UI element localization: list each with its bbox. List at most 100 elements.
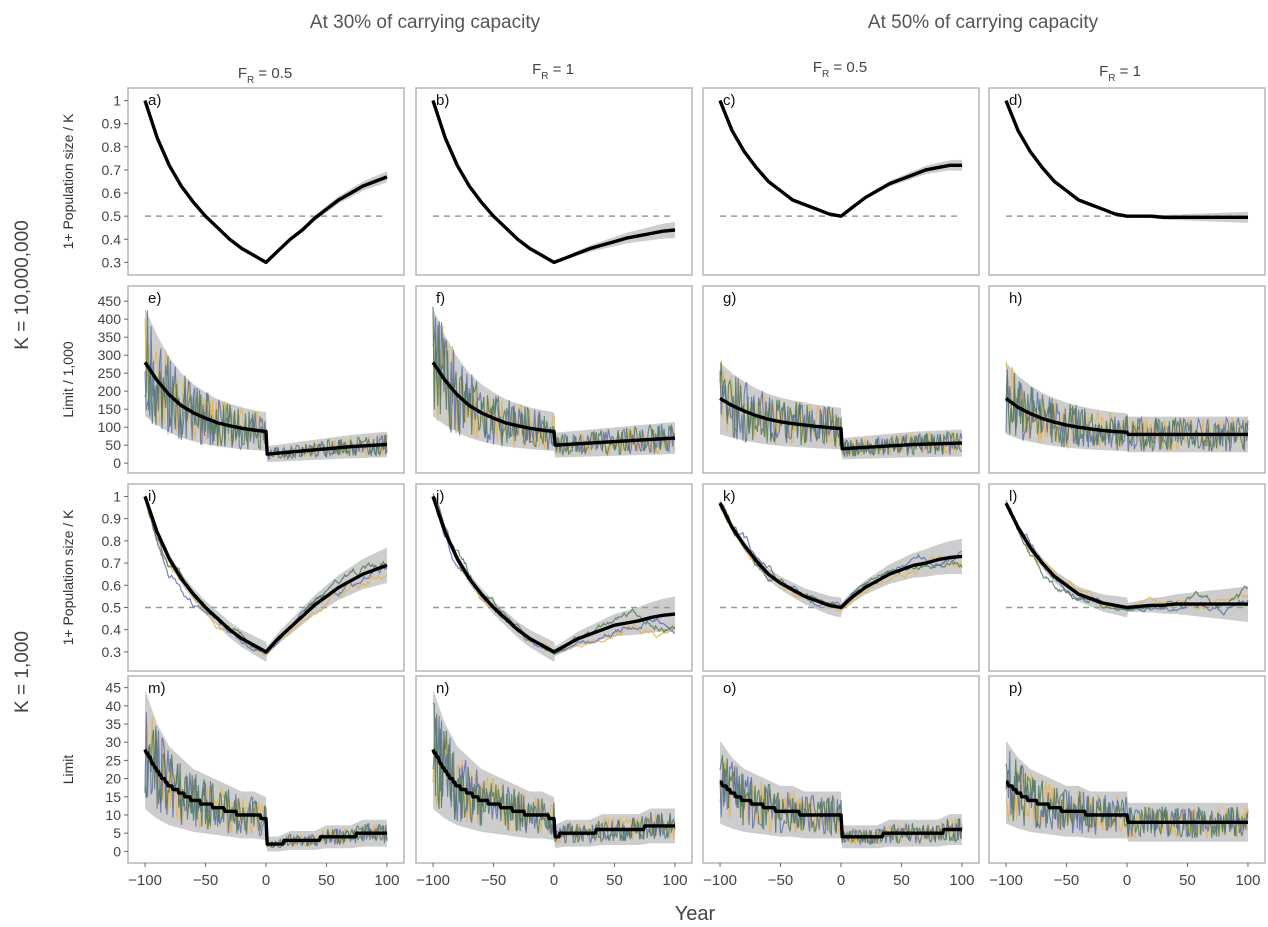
y-tick-label: 30: [105, 734, 121, 750]
y-tick-label: 50: [105, 437, 121, 453]
y-axis-label: 1+ Population size / K: [60, 509, 76, 645]
mean-line: [1004, 99, 1248, 220]
y-tick-label: 20: [105, 771, 121, 787]
y-axis-label: Limit / 1,000: [60, 341, 76, 417]
panel-frame: [127, 87, 405, 276]
x-tick-label: 100: [949, 872, 974, 889]
row-title-k1000: K = 1,000: [12, 631, 33, 713]
y-tick-label: 300: [98, 347, 122, 363]
y-tick-label: 1: [113, 93, 121, 109]
y-tick-label: 0.6: [102, 185, 122, 201]
y-tick-label: 250: [98, 365, 122, 381]
y-tick-label: 0.3: [102, 644, 122, 660]
x-tick-label: 50: [318, 872, 335, 889]
x-tick-label: 100: [662, 872, 687, 889]
panel-label: f): [436, 290, 445, 307]
mean-line: [431, 100, 676, 265]
panel-label: g): [723, 290, 736, 307]
mean-line: [718, 502, 963, 610]
panel-b: b): [415, 87, 693, 276]
y-tick-label: 25: [105, 752, 121, 768]
y-tick-label: 200: [98, 383, 122, 399]
y-tick-label: 0: [113, 843, 121, 859]
y-tick-label: 0.5: [102, 208, 122, 224]
panel-label: l): [1009, 488, 1017, 505]
y-tick-label: 0.8: [102, 533, 122, 549]
trace-1: [719, 761, 963, 846]
panel-frame: [988, 87, 1266, 276]
y-tick-label: 0.6: [102, 577, 122, 593]
x-tick-label: 100: [1235, 872, 1260, 889]
x-tick-label: 0: [262, 872, 270, 889]
x-tick-label: 50: [606, 872, 623, 889]
mean-line: [431, 748, 676, 839]
y-tick-label: 0.7: [102, 555, 122, 571]
x-tick-label: −100: [416, 872, 450, 889]
y-tick-label: 150: [98, 401, 122, 417]
panel-label: h): [1009, 290, 1022, 307]
panels: a) 1 0.9 0.8 0.7 0.6 0.5 0.4 0.3 1+ Population si…: [60, 87, 1266, 889]
x-tick-label: −100: [703, 872, 737, 889]
x-tick-label: −50: [1054, 872, 1079, 889]
uncertainty-band: [145, 493, 387, 662]
panel-a: a) 1 0.9 0.8 0.7 0.6 0.5 0.4 0.3 1+ Population si…: [60, 87, 405, 276]
y-tick-label: 5: [113, 825, 121, 841]
panel-h: h): [988, 285, 1266, 474]
panel-frame: [988, 483, 1266, 672]
mean-line: [431, 361, 676, 447]
col-title-3: FR = 0.5: [813, 59, 867, 80]
y-tick-label: 1: [113, 488, 121, 504]
y-tick-label: 15: [105, 789, 121, 805]
y-tick-label: 10: [105, 807, 121, 823]
x-tick-label: 50: [893, 872, 910, 889]
trace-2: [432, 306, 676, 456]
panel-e: e) 450 400 350 300 250 200 150 100 50 0 Limit / 1,0…: [60, 285, 405, 474]
mean-line: [143, 748, 388, 846]
col-title-1: FR = 0.5: [238, 65, 292, 86]
y-tick-label: 0.9: [102, 511, 122, 527]
y-tick-label: 100: [98, 419, 122, 435]
mean-line: [719, 780, 963, 839]
y-tick-label: 0.3: [102, 254, 122, 270]
panel-f: f): [415, 285, 693, 474]
panel-g: g): [702, 285, 980, 474]
y-tick-label: 0.9: [102, 116, 122, 132]
y-tick-label: 450: [98, 293, 122, 309]
uncertainty-band: [720, 362, 962, 460]
panel-d: d): [988, 87, 1266, 276]
panel-label: k): [723, 488, 736, 505]
col-title-2: FR = 1: [532, 61, 574, 82]
group-title-30: At 30% of carrying capacity: [310, 12, 541, 33]
panel-i: i) 1 0.9 0.8 0.7 0.6 0.5 0.4 0.3 1+ Population si…: [60, 483, 405, 672]
x-tick-label: −50: [768, 872, 793, 889]
panel-label: p): [1009, 680, 1022, 697]
mean-line: [1005, 780, 1249, 824]
panel-label: o): [723, 680, 736, 697]
panel-label: j): [435, 488, 444, 505]
mean-line: [143, 100, 388, 265]
panel-frame: [415, 87, 693, 276]
x-tick-label: 0: [837, 872, 845, 889]
y-tick-label: 45: [105, 680, 121, 696]
panel-frame: [127, 483, 405, 672]
uncertainty-band: [433, 308, 675, 458]
mean-line: [143, 361, 388, 456]
panel-o: o) −100 −50 0 50 100: [702, 675, 980, 889]
mean-line: [718, 99, 962, 218]
x-tick-label: −50: [193, 872, 218, 889]
panel-label: e): [148, 290, 161, 307]
mean-line: [431, 495, 676, 654]
panel-j: j): [415, 483, 693, 672]
panel-label: a): [148, 92, 161, 109]
x-tick-label: −100: [128, 872, 162, 889]
panel-label: m): [148, 680, 166, 697]
y-tick-label: 350: [98, 329, 122, 345]
x-tick-label: 50: [1179, 872, 1196, 889]
y-tick-label: 0.4: [102, 231, 122, 247]
panel-label: b): [436, 92, 449, 109]
panel-label: n): [436, 680, 449, 697]
x-tick-label: 100: [374, 872, 399, 889]
y-tick-label: 0.7: [102, 162, 122, 178]
